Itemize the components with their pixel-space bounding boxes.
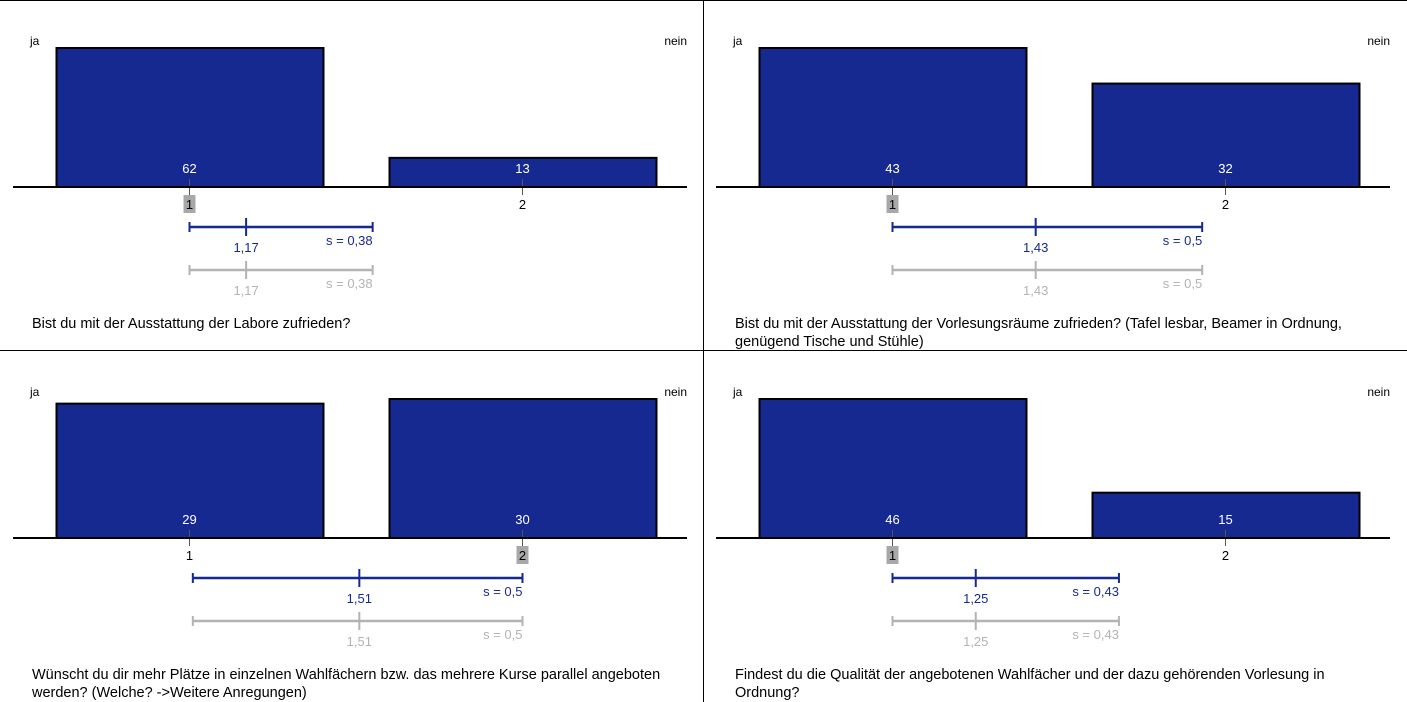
bar-chart-svg: 46 1 15 2 1,25 s = 0,43 1,25 s = 0,43 [716,398,1390,649]
bar-value-label: 29 [182,512,196,527]
left-label: ja [733,34,743,48]
reference-s-label: s = 0,5 [483,627,522,642]
question-text: Findest du die Qualität der angebotenen … [735,667,1325,701]
left-label: ja [733,385,743,399]
x-tick-label: 2 [519,197,526,212]
bar-chart-svg: 29 1 30 2 1,51 s = 0,5 1,51 s = 0,5 [13,398,687,649]
left-label: ja [30,34,40,48]
reference-s-label: s = 0,38 [326,276,373,291]
mean-mean-label: 1,51 [347,591,372,606]
x-tick-label: 1 [889,548,896,563]
x-tick-label: 1 [186,197,193,212]
bar-1 [55,402,325,540]
x-tick-label: 1 [186,548,193,563]
highlight-marker [183,195,196,213]
reference-s-label: s = 0,43 [1072,627,1119,642]
highlight-marker [886,546,899,564]
question-text: Bist du mit der Ausstattung der Vorlesun… [735,316,1342,350]
right-label: nein [1367,34,1390,48]
mean-s-label: s = 0,5 [1163,233,1202,248]
bar-value-label: 32 [1218,161,1232,176]
reference-s-label: s = 0,5 [1163,276,1202,291]
bar-1 [758,398,1028,539]
bar-1 [758,47,1028,188]
x-tick-label: 2 [1222,548,1229,563]
right-label: nein [1367,385,1390,399]
mean-mean-label: 1,17 [233,240,258,255]
chart-panel-vorlesungsraeume: 43 1 32 2 1,43 s = 0,5 1,43 s = 0,5 ja nein Bis… [706,2,1404,350]
mean-s-label: s = 0,38 [326,233,373,248]
chart-panel-labore: 62 1 13 2 1,17 s = 0,38 1,17 s = 0,38 ja nein B… [3,2,701,350]
x-tick-label: 2 [519,548,526,563]
bar-value-label: 15 [1218,512,1232,527]
bar-chart-svg: 43 1 32 2 1,43 s = 0,5 1,43 s = 0,5 [716,47,1390,298]
mean-s-label: s = 0,5 [483,584,522,599]
mean-mean-label: 1,25 [963,591,988,606]
highlight-marker [516,546,529,564]
bar-value-label: 43 [885,161,899,176]
right-label: nein [664,34,687,48]
question-text: Bist du mit der Ausstattung der Labore z… [32,316,351,332]
vertical-divider [703,0,704,702]
highlight-marker [886,195,899,213]
mean-s-label: s = 0,43 [1072,584,1119,599]
reference-mean-label: 1,43 [1023,283,1048,298]
chart-panel-wahlfaecher-plaetze: 29 1 30 2 1,51 s = 0,5 1,51 s = 0,5 ja nein Wün… [3,353,701,701]
reference-mean-label: 1,25 [963,634,988,649]
chart-panel-wahlfaecher-qualitaet: 46 1 15 2 1,25 s = 0,43 1,25 s = 0,43 ja nein F… [706,353,1404,701]
question-text: Wünscht du dir mehr Plätze in einzelnen … [32,667,661,701]
x-tick-label: 1 [889,197,896,212]
x-tick-label: 2 [1222,197,1229,212]
bar-value-label: 13 [515,161,529,176]
left-label: ja [30,385,40,399]
right-label: nein [664,385,687,399]
bar-value-label: 62 [182,161,196,176]
reference-mean-label: 1,51 [347,634,372,649]
horizontal-divider [0,350,1407,351]
bar-value-label: 46 [885,512,899,527]
reference-mean-label: 1,17 [233,283,258,298]
bar-2 [388,398,658,539]
bar-value-label: 30 [515,512,529,527]
bar-chart-svg: 62 1 13 2 1,17 s = 0,38 1,17 s = 0,38 [13,47,687,298]
mean-mean-label: 1,43 [1023,240,1048,255]
bar-2 [1091,82,1361,188]
